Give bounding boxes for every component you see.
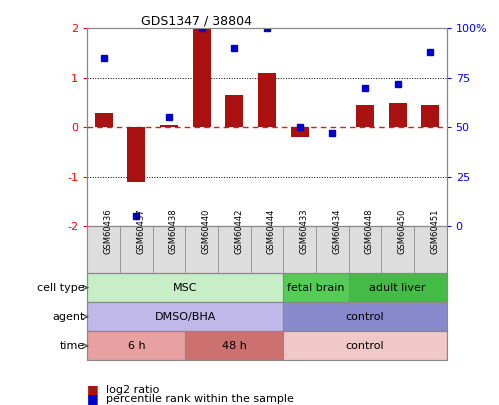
Text: adult liver: adult liver (369, 283, 426, 292)
Text: GSM60440: GSM60440 (202, 208, 211, 254)
Text: fetal brain: fetal brain (287, 283, 345, 292)
Bar (349, 226, 381, 273)
Text: time: time (59, 341, 85, 351)
Text: cell type: cell type (37, 283, 85, 292)
Bar (250, 226, 283, 273)
Bar (153, 226, 185, 273)
Text: GSM60437: GSM60437 (136, 208, 145, 254)
Bar (87, 226, 120, 273)
Bar (193, 28, 211, 127)
Bar (120, 226, 153, 273)
Text: MSC: MSC (173, 283, 198, 292)
Bar (283, 273, 349, 302)
Text: ■: ■ (87, 392, 99, 405)
Bar (356, 105, 374, 127)
Text: 48 h: 48 h (222, 341, 247, 351)
Bar (283, 331, 447, 360)
Text: GDS1347 / 38804: GDS1347 / 38804 (141, 14, 252, 27)
Bar (290, 127, 308, 137)
Text: percentile rank within the sample: percentile rank within the sample (106, 394, 294, 404)
Text: GSM60442: GSM60442 (235, 208, 244, 254)
Bar (185, 331, 283, 360)
Text: DMSO/BHA: DMSO/BHA (155, 312, 216, 322)
Bar (218, 226, 250, 273)
Bar (127, 127, 145, 182)
Bar (381, 226, 414, 273)
Bar (389, 102, 407, 127)
Text: GSM60444: GSM60444 (267, 208, 276, 254)
Bar (258, 73, 276, 127)
Bar (160, 125, 178, 127)
Bar (283, 302, 447, 331)
Text: agent: agent (52, 312, 85, 322)
Bar (316, 226, 349, 273)
Text: GSM60448: GSM60448 (365, 208, 374, 254)
Text: GSM60438: GSM60438 (169, 208, 178, 254)
Text: GSM60433: GSM60433 (299, 208, 308, 254)
Text: control: control (346, 312, 384, 322)
Text: ■: ■ (87, 383, 99, 396)
Bar (87, 273, 283, 302)
Bar (95, 113, 113, 127)
Bar (87, 331, 185, 360)
Text: 6 h: 6 h (128, 341, 145, 351)
Text: GSM60450: GSM60450 (398, 208, 407, 254)
Text: GSM60434: GSM60434 (332, 208, 341, 254)
Bar (414, 226, 447, 273)
Text: GSM60451: GSM60451 (430, 208, 439, 254)
Bar (349, 273, 447, 302)
Bar (185, 226, 218, 273)
Text: GSM60436: GSM60436 (104, 208, 113, 254)
Bar (226, 95, 244, 127)
Text: control: control (346, 341, 384, 351)
Bar (283, 226, 316, 273)
Text: log2 ratio: log2 ratio (106, 385, 160, 394)
Bar (87, 302, 283, 331)
Bar (421, 105, 439, 127)
